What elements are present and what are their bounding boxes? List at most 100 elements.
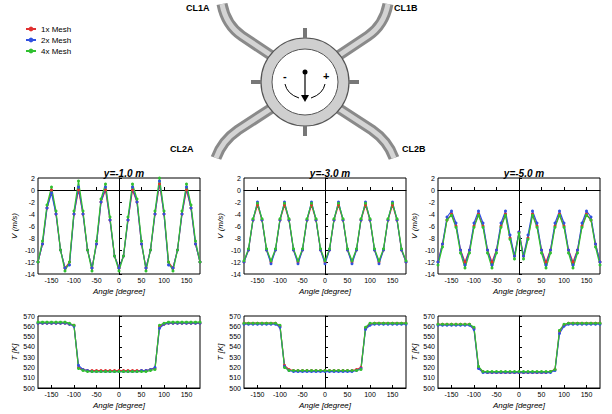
svg-text:510: 510 bbox=[23, 374, 35, 381]
svg-text:150: 150 bbox=[181, 277, 193, 284]
svg-text:540: 540 bbox=[229, 343, 241, 350]
svg-text:-6: -6 bbox=[29, 223, 35, 230]
svg-text:530: 530 bbox=[23, 354, 35, 361]
svg-text:570: 570 bbox=[23, 313, 35, 320]
svg-text:+: + bbox=[323, 70, 329, 82]
svg-text:T [K]: T [K] bbox=[216, 343, 225, 361]
svg-text:-150: -150 bbox=[444, 277, 458, 284]
svg-text:50: 50 bbox=[138, 391, 146, 398]
svg-text:-50: -50 bbox=[297, 391, 307, 398]
svg-text:Angle [degree]: Angle [degree] bbox=[492, 401, 546, 410]
svg-text:50: 50 bbox=[538, 391, 546, 398]
svg-text:-10: -10 bbox=[231, 247, 241, 254]
svg-text:Angle [degree]: Angle [degree] bbox=[92, 287, 146, 296]
svg-text:-10: -10 bbox=[25, 247, 35, 254]
svg-text:500: 500 bbox=[23, 385, 35, 392]
svg-text:520: 520 bbox=[23, 364, 35, 371]
svg-text:560: 560 bbox=[229, 323, 241, 330]
svg-text:0: 0 bbox=[117, 391, 121, 398]
svg-text:-50: -50 bbox=[491, 391, 501, 398]
svg-text:0: 0 bbox=[117, 277, 121, 284]
svg-text:50: 50 bbox=[344, 391, 352, 398]
svg-text:-100: -100 bbox=[67, 391, 81, 398]
svg-text:1x Mesh: 1x Mesh bbox=[41, 25, 71, 34]
svg-text:-: - bbox=[283, 70, 287, 82]
svg-text:0: 0 bbox=[517, 277, 521, 284]
svg-text:-14: -14 bbox=[231, 271, 241, 278]
svg-text:Angle [degree]: Angle [degree] bbox=[492, 287, 546, 296]
svg-text:100: 100 bbox=[558, 277, 570, 284]
svg-text:50: 50 bbox=[138, 277, 146, 284]
svg-text:-2: -2 bbox=[29, 199, 35, 206]
svg-text:CL2A: CL2A bbox=[170, 144, 194, 154]
svg-text:530: 530 bbox=[229, 354, 241, 361]
svg-text:0: 0 bbox=[31, 187, 35, 194]
svg-text:-8: -8 bbox=[29, 235, 35, 242]
svg-text:2: 2 bbox=[31, 175, 35, 182]
svg-text:-8: -8 bbox=[235, 235, 241, 242]
svg-text:Angle [degree]: Angle [degree] bbox=[298, 401, 352, 410]
svg-text:-150: -150 bbox=[44, 391, 58, 398]
svg-text:-50: -50 bbox=[91, 391, 101, 398]
svg-text:-8: -8 bbox=[429, 235, 435, 242]
svg-text:y=-1.0 m: y=-1.0 m bbox=[103, 168, 144, 179]
svg-text:50: 50 bbox=[538, 277, 546, 284]
svg-text:2x Mesh: 2x Mesh bbox=[41, 36, 71, 45]
svg-text:500: 500 bbox=[229, 385, 241, 392]
svg-text:CL1B: CL1B bbox=[394, 3, 418, 13]
svg-text:520: 520 bbox=[229, 364, 241, 371]
svg-text:-12: -12 bbox=[25, 259, 35, 266]
svg-text:-100: -100 bbox=[273, 391, 287, 398]
svg-text:530: 530 bbox=[423, 354, 435, 361]
svg-text:-150: -150 bbox=[444, 391, 458, 398]
svg-text:-10: -10 bbox=[425, 247, 435, 254]
svg-text:V (m/s): V (m/s) bbox=[10, 213, 19, 239]
svg-text:-14: -14 bbox=[25, 271, 35, 278]
svg-text:0: 0 bbox=[517, 391, 521, 398]
svg-text:100: 100 bbox=[158, 277, 170, 284]
svg-text:520: 520 bbox=[423, 364, 435, 371]
svg-text:150: 150 bbox=[581, 391, 593, 398]
svg-text:-100: -100 bbox=[467, 277, 481, 284]
svg-text:-6: -6 bbox=[235, 223, 241, 230]
svg-text:0: 0 bbox=[237, 187, 241, 194]
svg-text:-4: -4 bbox=[235, 211, 241, 218]
svg-text:510: 510 bbox=[229, 374, 241, 381]
svg-text:-150: -150 bbox=[250, 277, 264, 284]
svg-text:-50: -50 bbox=[491, 277, 501, 284]
svg-text:570: 570 bbox=[423, 313, 435, 320]
svg-text:y=-3.0 m: y=-3.0 m bbox=[309, 168, 350, 179]
svg-text:560: 560 bbox=[423, 323, 435, 330]
svg-text:510: 510 bbox=[423, 374, 435, 381]
svg-text:-4: -4 bbox=[429, 211, 435, 218]
svg-text:560: 560 bbox=[23, 323, 35, 330]
svg-text:-100: -100 bbox=[273, 277, 287, 284]
svg-text:570: 570 bbox=[229, 313, 241, 320]
svg-text:-2: -2 bbox=[235, 199, 241, 206]
svg-text:500: 500 bbox=[423, 385, 435, 392]
svg-text:50: 50 bbox=[344, 277, 352, 284]
svg-text:-12: -12 bbox=[425, 259, 435, 266]
svg-text:-12: -12 bbox=[231, 259, 241, 266]
svg-text:-100: -100 bbox=[67, 277, 81, 284]
svg-text:-50: -50 bbox=[297, 277, 307, 284]
svg-text:100: 100 bbox=[364, 391, 376, 398]
svg-text:150: 150 bbox=[181, 391, 193, 398]
svg-text:4x Mesh: 4x Mesh bbox=[41, 47, 71, 56]
svg-text:100: 100 bbox=[558, 391, 570, 398]
svg-text:2: 2 bbox=[237, 175, 241, 182]
svg-text:Angle [degree]: Angle [degree] bbox=[298, 287, 352, 296]
svg-text:540: 540 bbox=[23, 343, 35, 350]
svg-text:150: 150 bbox=[387, 391, 399, 398]
svg-text:550: 550 bbox=[229, 333, 241, 340]
svg-text:-6: -6 bbox=[429, 223, 435, 230]
svg-text:-150: -150 bbox=[44, 277, 58, 284]
svg-text:Angle [degree]: Angle [degree] bbox=[92, 401, 146, 410]
svg-text:T [K]: T [K] bbox=[10, 343, 19, 361]
svg-text:550: 550 bbox=[423, 333, 435, 340]
svg-text:-50: -50 bbox=[91, 277, 101, 284]
svg-text:-4: -4 bbox=[29, 211, 35, 218]
svg-text:100: 100 bbox=[364, 277, 376, 284]
svg-text:V (m/s): V (m/s) bbox=[410, 213, 419, 239]
svg-text:150: 150 bbox=[581, 277, 593, 284]
